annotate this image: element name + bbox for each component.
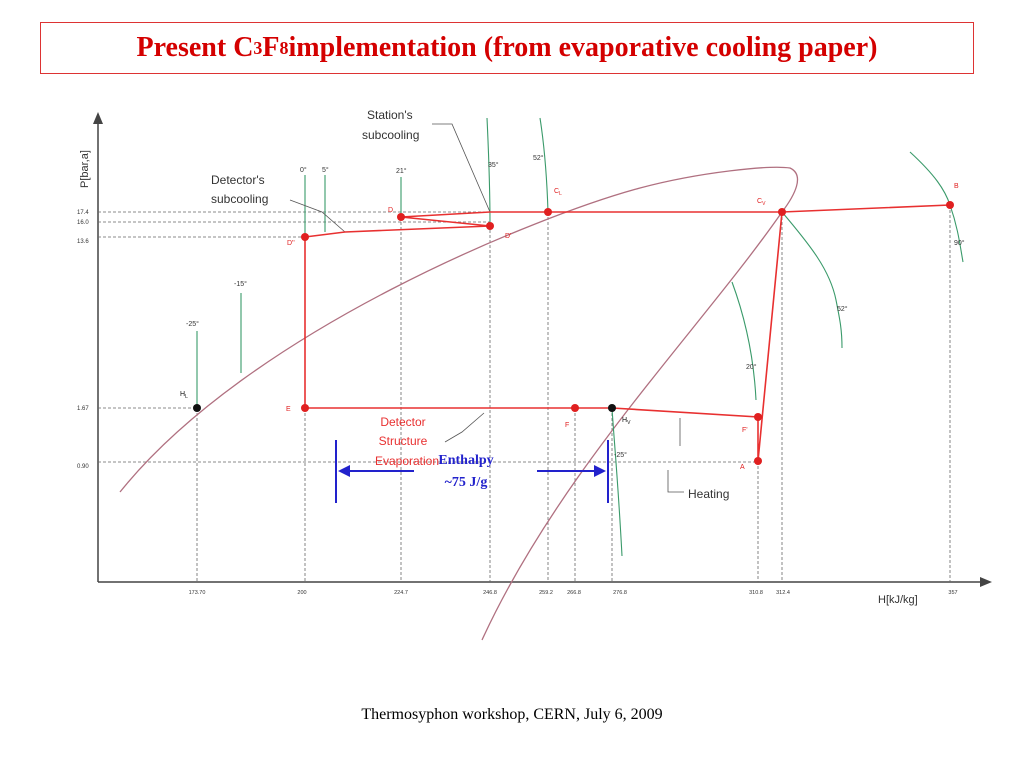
x-tick-224: 224.7 [394, 590, 408, 596]
point-HV [608, 404, 616, 412]
point-B [946, 201, 954, 209]
x-tick-259: 259.2 [539, 590, 553, 596]
x-tick-312: 312.4 [776, 590, 790, 596]
point-CV [778, 208, 786, 216]
point-F-prime [754, 413, 762, 421]
label-52deg: 52° [533, 154, 544, 162]
ph-diagram: P[bar,a] H[kJ/kg] 17.4 16.0 13.6 1.67 0.… [77, 108, 992, 641]
y-tick-0-90: 0.90 [77, 464, 89, 470]
label-F: F [565, 422, 569, 429]
detector-structure-line3: Evaporation [375, 454, 439, 468]
stations-subcooling-line2: subcooling [362, 128, 419, 142]
point-F [571, 404, 579, 412]
x-tick-173: 173.70 [189, 590, 206, 596]
enthalpy-label-line1: Enthalpy [438, 453, 493, 468]
label-F-prime: F' [742, 427, 748, 434]
x-tick-276: 276.8 [613, 590, 627, 596]
label-90deg: 90° [954, 239, 965, 247]
detector-structure-leader [444, 412, 485, 443]
cycle-evaporation [305, 211, 783, 462]
detector-subcooling-leader [289, 199, 346, 233]
x-tick-310: 310.8 [749, 590, 763, 596]
point-D-prime [486, 222, 494, 230]
label-5deg: 5° [322, 166, 329, 174]
label-E: E [286, 406, 291, 413]
y-tick-17-4: 17.4 [77, 210, 89, 216]
label-B: B [954, 183, 959, 190]
point-E [301, 404, 309, 412]
label-20deg: 20° [746, 363, 757, 371]
label-52deg-vapor: 52° [837, 305, 848, 313]
detector-structure-line2: Structure [379, 434, 428, 448]
detector-structure-line1: Detector [380, 415, 425, 429]
heating-leader [667, 470, 684, 493]
isotherm-52-vapor [781, 211, 843, 349]
cycle-upper-branch [304, 204, 951, 238]
x-tick-246: 246.8 [483, 590, 497, 596]
y-axis-label: P[bar,a] [79, 150, 91, 188]
title-part3: implementation (from evaporative cooling… [288, 32, 878, 63]
saturation-dome [119, 166, 799, 641]
label-D-doubleprime: D'' [287, 240, 295, 247]
label-minus25deg: -25° [186, 320, 199, 328]
label-D: D [388, 207, 393, 214]
label-A: A [740, 464, 745, 471]
label-HV: HV [622, 417, 631, 426]
point-D-doubleprime [301, 233, 309, 241]
title-part1: Present C [136, 32, 254, 63]
isotherm-20-vapor [731, 281, 757, 401]
title-part2: F [262, 32, 280, 63]
x-axis-label: H[kJ/kg] [878, 594, 918, 606]
detectors-subcooling-line1: Detector's [211, 173, 265, 187]
point-A [754, 457, 762, 465]
label-0deg: 0° [300, 166, 307, 174]
footer-text: Thermosyphon workshop, CERN, July 6, 200… [361, 706, 663, 723]
enthalpy-label-line2: ~75 J/g [445, 475, 488, 490]
label-CL: CL [554, 188, 562, 197]
point-HL [193, 404, 201, 412]
label-21deg: 21° [396, 167, 407, 175]
stations-subcooling-line1: Station's [367, 108, 413, 122]
isotherm-52 [539, 117, 549, 213]
label-HL: HL [180, 391, 188, 400]
label-minus25deg-vapor: -25° [614, 451, 627, 459]
x-tick-357: 357 [948, 590, 957, 596]
label-minus15deg: -15° [234, 280, 247, 288]
label-D-prime: D' [505, 233, 511, 240]
enthalpy-right-arrowhead [594, 465, 606, 477]
isotherm-minus25-vapor [611, 407, 623, 557]
label-CV: CV [757, 198, 766, 207]
point-CL [544, 208, 552, 216]
detectors-subcooling-line2: subcooling [211, 192, 268, 206]
isotherm-35 [486, 117, 491, 226]
enthalpy-left-arrowhead [338, 465, 350, 477]
x-tick-266: 266.8 [567, 590, 581, 596]
y-tick-13-6: 13.6 [77, 239, 89, 245]
station-subcooling-leader [432, 123, 491, 213]
point-D [397, 213, 405, 221]
heating-label: Heating [688, 487, 729, 501]
x-tick-200: 200 [297, 590, 306, 596]
x-axis-arrow [980, 577, 992, 587]
label-35deg: 35° [488, 161, 499, 169]
y-tick-16-0: 16.0 [77, 220, 89, 226]
y-tick-1-67: 1.67 [77, 406, 89, 412]
y-axis-arrow [93, 112, 103, 124]
